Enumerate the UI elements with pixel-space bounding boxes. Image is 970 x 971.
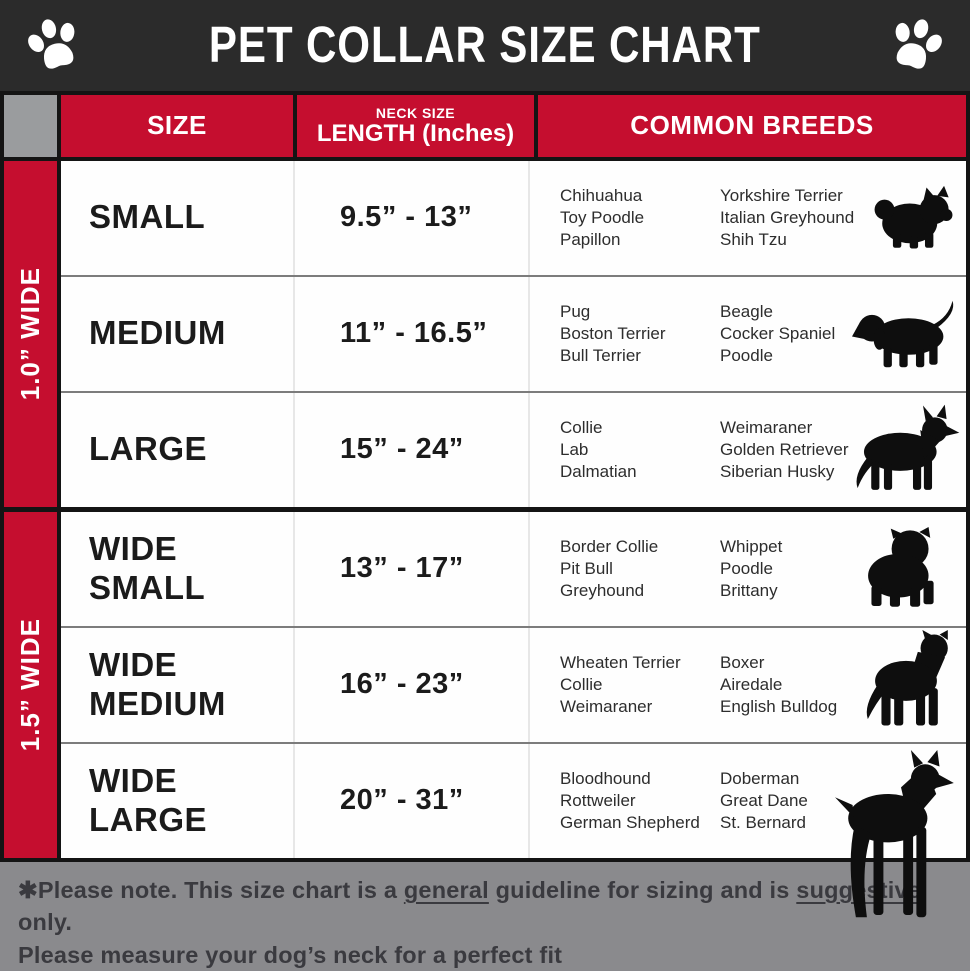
footnote-text: ✱Please note. This size chart is a [18, 876, 404, 903]
doberman-silhouette-icon [835, 749, 954, 917]
footnote-line-2: Please measure your dog’s neck for a per… [18, 941, 563, 968]
column-header-common-breeds: COMMON BREEDS [538, 94, 966, 157]
neck-range-cell: 13” - 17” [293, 511, 530, 626]
table-row-large: LARGE 15” - 24” Collie Lab Dalmatian Wei… [61, 392, 966, 507]
width-group-label-1.0: 1.0” WIDE [4, 160, 57, 507]
table-row-wide-small: WIDE SMALL 13” - 17” Border Collie Pit B… [61, 511, 966, 628]
paw-print-icon [28, 19, 75, 69]
size-label: LARGE [89, 430, 207, 468]
bulldog-silhouette-icon [868, 526, 934, 607]
size-cell: SMALL [61, 161, 293, 275]
width-group-label-1.5: 1.5” WIDE [4, 511, 57, 858]
table-header-row: SIZE NECK SIZE LENGTH (Inches) COMMON BR… [4, 94, 966, 157]
neck-size-sublabel: NECK SIZE [375, 104, 456, 121]
width-group-text: 1.0” WIDE [15, 267, 45, 401]
neck-range: 15” - 24” [340, 433, 464, 466]
neck-range: 16” - 23” [340, 668, 464, 701]
breeds-cell: Chihuahua Toy Poodle Papillon Yorkshire … [530, 161, 966, 275]
size-label: SMALL [89, 198, 206, 236]
footnote-line-1: ✱Please note. This size chart is a gener… [18, 874, 952, 939]
size-cell: LARGE [61, 393, 293, 507]
section-1.5-inch-wide: 1.5” WIDE WIDE SMALL 13” - 17” Border Co… [4, 511, 966, 917]
breed-list: Bloodhound Rottweiler German Shepherd [560, 769, 700, 832]
size-label: WIDE MEDIUM [89, 645, 226, 722]
length-label: LENGTH (Inches) [316, 119, 515, 147]
section-rows: WIDE SMALL 13” - 17” Border Collie Pit B… [61, 511, 966, 917]
german-shepherd-silhouette-icon [856, 404, 960, 490]
table-row-wide-medium: WIDE MEDIUM 16” - 23” Wheaten Terrier Co… [61, 627, 966, 744]
neck-range: 9.5” - 13” [340, 201, 473, 234]
size-cell: MEDIUM [61, 277, 293, 391]
size-label: WIDE LARGE [89, 761, 207, 838]
size-label: MEDIUM [89, 314, 226, 352]
small-fluffy-dog-silhouette-icon [874, 185, 953, 249]
footnote-area: ✱Please note. This size chart is a gener… [0, 861, 970, 971]
beagle-silhouette-icon [852, 300, 954, 367]
size-label: WIDE SMALL [89, 529, 206, 606]
neck-range-cell: 16” - 23” [293, 627, 530, 742]
table-row-wide-large: WIDE LARGE 20” - 31” Bloodhound Rottweil… [61, 743, 966, 917]
breed-list: Chihuahua Toy Poodle Papillon [560, 186, 645, 249]
breed-list: Beagle Cocker Spaniel Poodle [720, 302, 836, 365]
neck-range-cell: 11” - 16.5” [293, 276, 530, 391]
paw-print-icon [895, 19, 942, 69]
section-rows: SMALL 9.5” - 13” Chihuahua Toy Poodle Pa… [61, 160, 966, 507]
neck-range-cell: 20” - 31” [293, 743, 530, 858]
width-group-text: 1.5” WIDE [15, 618, 45, 752]
footnote-text: guideline for sizing and is [488, 876, 797, 903]
breed-list: Border Collie Pit Bull Greyhound [560, 537, 659, 600]
size-cell: WIDE LARGE [61, 744, 293, 858]
neck-range-cell: 15” - 24” [293, 392, 530, 507]
footnote-text: only. [18, 909, 73, 936]
breed-list: Doberman Great Dane St. Bernard [720, 769, 808, 832]
neck-range: 13” - 17” [340, 552, 464, 585]
table-row-small: SMALL 9.5” - 13” Chihuahua Toy Poodle Pa… [61, 160, 966, 277]
size-cell: WIDE MEDIUM [61, 628, 293, 742]
neck-range: 11” - 16.5” [340, 317, 488, 350]
breeds-cell: Border Collie Pit Bull Greyhound Whippet… [530, 512, 966, 626]
page-title: PET COLLAR SIZE CHART [209, 17, 761, 74]
size-chart-table: SIZE NECK SIZE LENGTH (Inches) COMMON BR… [0, 90, 970, 917]
pit-bull-silhouette-icon [866, 629, 948, 726]
neck-range-cell: 9.5” - 13” [293, 160, 530, 275]
breed-list: Wheaten Terrier Collie Weimaraner [560, 653, 681, 716]
breed-list: Collie Lab Dalmatian [560, 418, 637, 481]
breed-list: Whippet Poodle Brittany [720, 537, 783, 600]
column-header-label: SIZE [147, 110, 207, 141]
table-row-medium: MEDIUM 11” - 16.5” Pug Boston Terrier Bu… [61, 276, 966, 393]
breeds-cell: Bloodhound Rottweiler German Shepherd Do… [530, 744, 966, 917]
breed-list: Weimaraner Golden Retriever Siberian Hus… [720, 418, 849, 481]
section-1-inch-wide: 1.0” WIDE SMALL 9.5” - 13” Chihuahua Toy… [4, 160, 966, 507]
footnote-underlined-word: general [403, 876, 489, 903]
breed-list: Yorkshire Terrier Italian Greyhound Shih… [720, 186, 855, 249]
title-bar: PET COLLAR SIZE CHART [0, 0, 970, 91]
size-cell: WIDE SMALL [61, 512, 293, 626]
breeds-cell: Pug Boston Terrier Bull Terrier Beagle C… [530, 277, 966, 391]
column-header-size: SIZE [61, 94, 293, 157]
column-header-neck-length: NECK SIZE LENGTH (Inches) [297, 94, 534, 157]
breed-list: Boxer Airedale English Bulldog [720, 653, 838, 716]
neck-range: 20” - 31” [340, 784, 464, 817]
corner-cell [4, 94, 57, 157]
breed-list: Pug Boston Terrier Bull Terrier [560, 302, 666, 365]
breeds-cell: Wheaten Terrier Collie Weimaraner Boxer … [530, 628, 966, 742]
column-header-label: COMMON BREEDS [630, 110, 874, 141]
breeds-cell: Collie Lab Dalmatian Weimaraner Golden R… [530, 393, 966, 507]
